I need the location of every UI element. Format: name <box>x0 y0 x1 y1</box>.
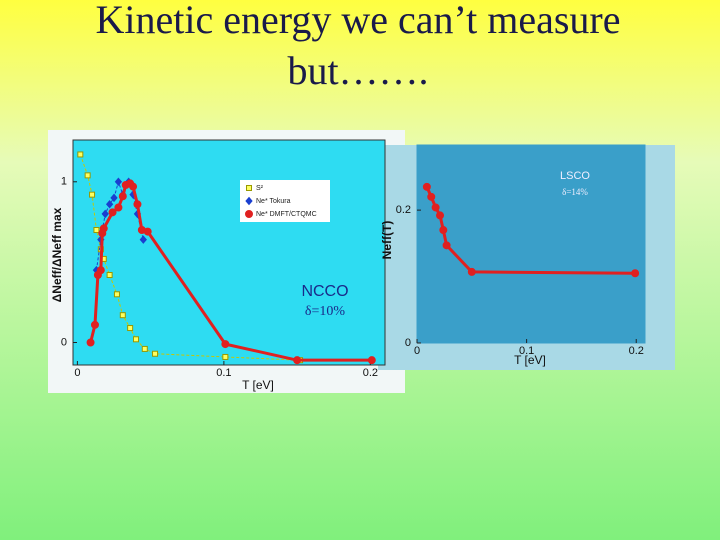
marker <box>246 185 252 191</box>
marker <box>118 192 127 201</box>
marker <box>108 208 117 217</box>
marker <box>77 151 84 158</box>
marker <box>139 235 147 244</box>
annotation: NCCO <box>301 283 348 300</box>
plot-area <box>72 139 386 366</box>
marker <box>106 272 113 278</box>
marker <box>245 210 253 218</box>
x-tick-label: 0 <box>74 367 80 379</box>
plot-area <box>416 144 646 344</box>
marker <box>427 192 436 201</box>
y-tick-label: 0 <box>405 337 411 349</box>
marker <box>467 267 476 276</box>
marker <box>152 350 159 357</box>
legend-label: S² <box>256 185 264 192</box>
y-tick-label: 1 <box>61 176 67 188</box>
marker <box>436 211 445 220</box>
marker <box>127 325 134 332</box>
marker <box>132 336 139 343</box>
marker <box>110 193 118 203</box>
marker <box>143 227 152 236</box>
marker <box>114 203 123 212</box>
marker <box>422 182 431 191</box>
marker <box>105 200 114 209</box>
marker <box>221 340 230 349</box>
marker <box>84 172 91 179</box>
y-axis-label: ΔNeff/ΔNeff max <box>50 207 64 302</box>
marker <box>86 338 95 347</box>
marker <box>129 182 138 191</box>
y-tick-label: 0.2 <box>396 204 411 216</box>
y-tick-label: 0 <box>61 336 67 348</box>
marker <box>101 209 109 219</box>
marker <box>442 241 451 250</box>
slide-title: but……. <box>287 48 428 93</box>
marker <box>133 200 142 209</box>
marker <box>293 356 302 365</box>
marker <box>114 177 123 187</box>
annotation: δ=14% <box>562 187 588 197</box>
marker <box>439 226 448 235</box>
legend-label: Ne* Tokura <box>256 198 291 205</box>
marker <box>431 203 440 212</box>
marker <box>245 196 253 206</box>
marker <box>90 320 99 329</box>
marker <box>367 356 376 365</box>
x-tick-label: 0.2 <box>629 345 644 357</box>
x-tick-label: 0.1 <box>519 345 534 357</box>
legend-label: Ne* DMFT/CTQMC <box>256 211 317 218</box>
annotation: δ=10% <box>305 304 345 319</box>
x-tick-label: 0.2 <box>363 367 378 379</box>
x-axis-label: T [eV] <box>242 378 274 392</box>
marker <box>119 312 126 319</box>
y-axis-label: Neff(T) <box>380 221 394 260</box>
legend <box>240 180 330 222</box>
marker <box>222 353 229 360</box>
marker <box>96 266 105 275</box>
marker <box>89 191 96 198</box>
x-axis-label: T [eV] <box>514 353 546 367</box>
slide-title: Kinetic energy we can’t measure <box>96 0 621 42</box>
marker <box>631 269 640 278</box>
marker <box>99 224 108 233</box>
x-tick-label: 0.1 <box>216 367 231 379</box>
marker <box>113 291 120 298</box>
marker <box>93 227 100 233</box>
marker <box>141 345 148 352</box>
x-tick-label: 0 <box>414 345 420 357</box>
annotation: LSCO <box>560 170 590 182</box>
